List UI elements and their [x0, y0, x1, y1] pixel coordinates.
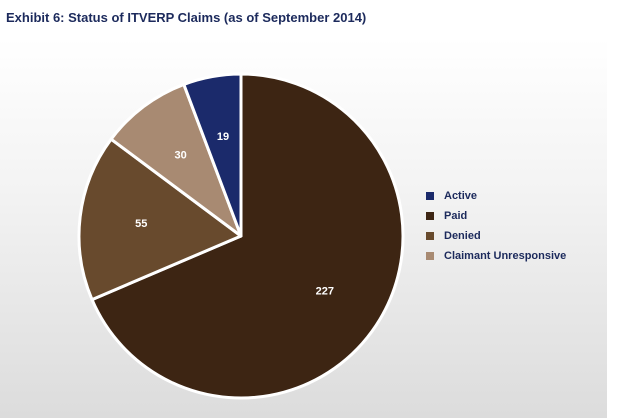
legend-item-active: Active: [426, 186, 566, 206]
slice-value-label-denied: 55: [135, 218, 147, 230]
legend-item-denied: Denied: [426, 226, 566, 246]
legend-swatch-claimant-unresponsive: [426, 252, 434, 260]
legend-label-denied: Denied: [444, 230, 481, 242]
pie-slice-claimant-unresponsive: [109, 82, 243, 238]
slice-value-label-active: 19: [217, 131, 229, 143]
legend-swatch-denied: [426, 232, 434, 240]
legend-label-paid: Paid: [444, 210, 468, 222]
slice-value-label-paid: 227: [316, 285, 334, 297]
slice-value-label-claimant-unresponsive: 30: [174, 150, 186, 162]
legend-label-claimant-unresponsive: Claimant Unresponsive: [444, 250, 567, 262]
legend-swatch-paid: [426, 212, 434, 220]
legend-item-paid: Paid: [426, 206, 566, 226]
legend-label-active: Active: [444, 190, 478, 202]
pie-slice-paid: [90, 72, 405, 400]
chart-title: Exhibit 6: Status of ITVERP Claims (as o…: [6, 10, 367, 25]
pie-slice-active: [182, 72, 243, 238]
pie-slice-denied: [77, 137, 243, 302]
legend-item-claimant-unresponsive: Claimant Unresponsive: [426, 246, 566, 266]
chart-legend: Active Paid Denied Claimant Unresponsive: [426, 186, 566, 266]
legend-swatch-active: [426, 192, 434, 200]
